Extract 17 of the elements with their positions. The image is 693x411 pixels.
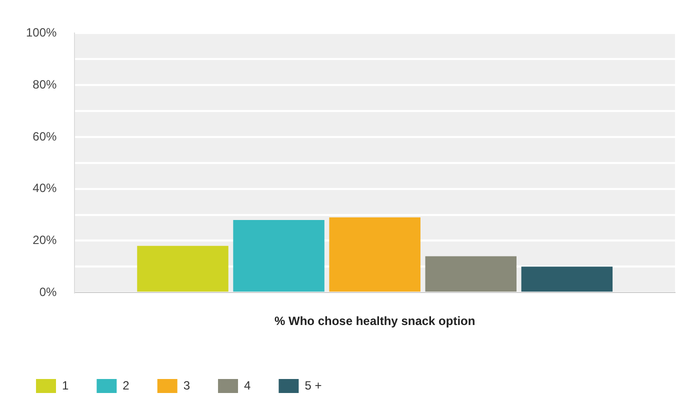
bar: [521, 266, 613, 292]
bar: [233, 220, 324, 292]
y-tick-label: 20%: [32, 233, 58, 248]
bar: [329, 217, 420, 292]
bar: [425, 256, 517, 292]
y-tick-label: 80%: [32, 77, 58, 92]
legend-label: 5 +: [304, 378, 322, 392]
legend-label: 2: [122, 378, 130, 392]
y-tick-label: 100%: [26, 26, 58, 40]
y-tick-label: 0%: [39, 284, 58, 299]
legend-label: 1: [62, 378, 69, 392]
x-tick-label: % Who chose healthy snack option: [274, 314, 476, 328]
legend-label: 3: [183, 378, 190, 392]
y-tick-label: 60%: [32, 129, 58, 144]
legend-label: 4: [244, 378, 252, 392]
bar: [137, 246, 228, 292]
y-tick-label: 40%: [32, 181, 58, 196]
